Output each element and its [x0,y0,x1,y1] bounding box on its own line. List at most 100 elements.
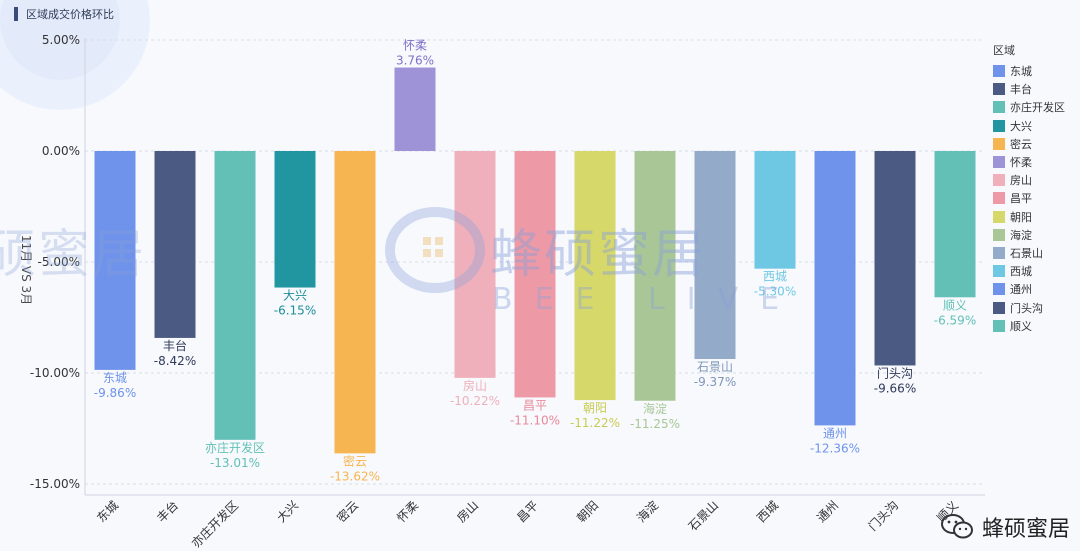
bar-category-label: 西城 [763,270,787,284]
bar-value-label: -11.25% [630,417,680,431]
legend-label: 大兴 [1010,119,1032,133]
legend-label: 丰台 [1010,83,1032,97]
legend-swatch [993,210,1005,223]
legend-label: 朝阳 [1010,210,1032,224]
bar-category-label: 石景山 [697,360,733,374]
bar-value-label: -11.10% [510,413,560,427]
footer-logo: 蜂硕蜜居 [940,511,1070,543]
bar[interactable] [754,151,796,269]
bar[interactable] [94,151,136,370]
footer-brand: 蜂硕蜜居 [981,517,1070,542]
bar[interactable] [274,151,316,288]
bar[interactable] [814,151,856,426]
legend-label: 东城 [1010,65,1032,79]
legend-swatch [993,101,1005,114]
bar[interactable] [514,151,556,398]
legend-swatch [993,192,1005,205]
bar[interactable] [394,67,436,151]
bar[interactable] [574,151,616,401]
legend-title: 区域 [993,44,1015,57]
y-axis-label: 11月 VS 3月 [19,235,33,305]
bar-value-label: -6.59% [934,313,976,327]
legend-swatch [993,265,1005,278]
bar-value-label: 3.76% [396,54,434,68]
legend-item[interactable]: 房山 [993,171,1065,189]
legend-item[interactable]: 通州 [993,280,1065,298]
title-marker [14,7,18,21]
legend-swatch [993,174,1005,187]
wechat-icon [940,514,973,539]
legend-item[interactable]: 昌平 [993,189,1065,207]
legend-item[interactable]: 门头沟 [993,298,1065,316]
bar-category-label: 海淀 [643,401,667,416]
chart-title: 区域成交价格环比 [26,8,114,21]
legend-swatch [993,156,1005,169]
bar-value-label: -11.22% [570,416,620,430]
legend-label: 亦庄开发区 [1010,101,1065,115]
bar[interactable] [214,151,256,440]
x-tick-label: 亦庄开发区 [188,498,241,551]
bar-category-label: 东城 [103,371,127,385]
bar-value-label: -9.66% [874,381,916,395]
legend-label: 密云 [1010,137,1032,151]
legend-label: 石景山 [1010,246,1043,260]
bar-category-label: 丰台 [163,338,187,353]
legend-label: 昌平 [1010,192,1032,206]
chart-title-bar: 区域成交价格环比 [14,6,114,22]
x-tick-label: 东城 [94,498,121,525]
bar-category-label: 密云 [343,453,367,468]
bar[interactable] [694,151,736,360]
bar-category-label: 通州 [823,426,847,440]
legend-item[interactable]: 石景山 [993,244,1065,262]
background-decoration [0,0,150,110]
legend-label: 怀柔 [1010,156,1032,170]
bar[interactable] [874,151,916,366]
bar-value-label: -9.86% [94,386,136,400]
legend: 区域 东城丰台亦庄开发区大兴密云怀柔 房山昌平朝阳海淀石景山西城通州门头沟顺义 [993,42,1065,335]
bar-category-label: 门头沟 [877,365,913,380]
legend-swatch [993,119,1005,132]
x-tick-label: 朝阳 [574,498,601,525]
x-tick-label: 石景山 [686,498,721,533]
y-tick-label: -5.00% [38,255,80,269]
bar[interactable] [454,151,496,378]
legend-item[interactable]: 顺义 [993,317,1065,335]
bar-value-label: -8.42% [154,354,196,368]
legend-label: 门头沟 [1010,301,1043,315]
legend-swatch [993,83,1005,96]
bar-value-label: -9.37% [694,375,736,389]
legend-swatch [993,137,1005,150]
legend-item[interactable]: 亦庄开发区 [993,98,1065,116]
legend-item[interactable]: 东城 [993,62,1065,80]
x-tick-label: 通州 [814,498,841,525]
bar-value-label: -6.15% [274,304,316,318]
y-tick-label: -10.00% [30,366,80,380]
legend-item[interactable]: 海淀 [993,226,1065,244]
y-tick-label: 0.00% [42,144,80,158]
legend-label: 海淀 [1010,228,1032,242]
x-tick-label: 房山 [454,498,482,526]
bar-value-label: -13.01% [210,456,260,470]
bar[interactable] [154,151,196,338]
legend-item[interactable]: 西城 [993,262,1065,280]
bar-category-label: 顺义 [943,298,967,312]
bar[interactable] [334,151,376,454]
x-tick-label: 怀柔 [394,498,421,525]
legend-label: 通州 [1010,283,1032,297]
legend-item[interactable]: 朝阳 [993,208,1065,226]
legend-item[interactable]: 密云 [993,135,1065,153]
legend-item[interactable]: 怀柔 [993,153,1065,171]
legend-swatch [993,283,1005,296]
legend-label: 顺义 [1010,319,1032,333]
legend-item[interactable]: 大兴 [993,117,1065,135]
bar-value-label: -13.62% [330,469,380,483]
x-tick-label: 门头沟 [865,498,901,534]
legend-item[interactable]: 丰台 [993,80,1065,98]
legend-swatch [993,65,1005,78]
legend-swatch [993,228,1005,241]
x-tick-label: 密云 [334,498,362,526]
bar[interactable] [634,151,676,401]
bar-category-label: 房山 [463,378,487,393]
bar[interactable] [934,151,976,298]
